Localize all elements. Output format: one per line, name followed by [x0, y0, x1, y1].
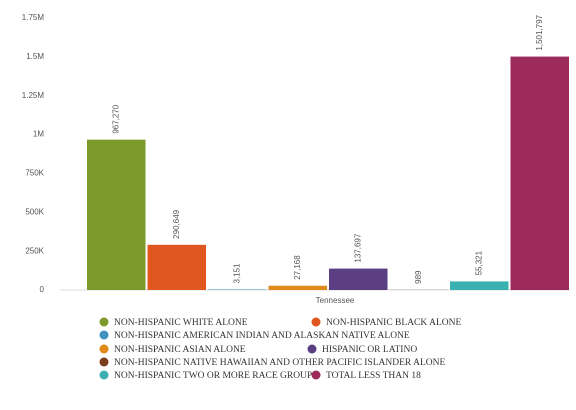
y-tick-label: 1.25M — [22, 91, 45, 100]
legend-marker — [311, 370, 321, 380]
legend-marker — [307, 344, 317, 354]
value-label: 1,501,797 — [535, 14, 544, 50]
x-tick-label: Tennessee — [316, 296, 355, 305]
bar — [147, 244, 206, 290]
value-label: 55,321 — [474, 250, 483, 275]
legend-label: NON-HISPANIC ASIAN ALONE — [114, 345, 246, 355]
legend-marker — [99, 330, 109, 340]
legend-label: HISPANIC OR LATINO — [322, 345, 417, 355]
y-tick-label: 750K — [25, 169, 44, 178]
bar — [268, 285, 327, 290]
value-label: 967,270 — [111, 104, 120, 133]
legend-marker — [99, 370, 109, 380]
legend-label: NON-HISPANIC AMERICAN INDIAN AND ALASKAN… — [114, 331, 410, 341]
legend-marker — [99, 357, 109, 367]
value-label: 27,168 — [293, 255, 302, 280]
y-tick-label: 250K — [25, 246, 44, 255]
legend-marker — [99, 344, 109, 354]
legend-marker — [311, 317, 321, 327]
value-label: 3,151 — [232, 263, 241, 284]
legend-label: NON-HISPANIC NATIVE HAWAIIAN AND OTHER P… — [114, 358, 446, 368]
value-label: 290,649 — [172, 209, 181, 238]
bar — [450, 281, 509, 290]
legend-label: NON-HISPANIC WHITE ALONE — [114, 318, 248, 328]
legend-label: TOTAL LESS THAN 18 — [326, 371, 421, 381]
legend-label: NON-HISPANIC TWO OR MORE RACE GROUPS — [114, 371, 318, 381]
legend-label: NON-HISPANIC BLACK ALONE — [326, 318, 461, 328]
bar — [329, 268, 388, 290]
y-tick-label: 1.75M — [22, 13, 45, 22]
y-tick-label: 1M — [33, 130, 44, 139]
value-label: 989 — [414, 270, 423, 284]
y-tick-label: 0 — [40, 285, 45, 294]
y-tick-label: 500K — [25, 207, 44, 216]
legend-marker — [99, 317, 109, 327]
y-tick-label: 1.5M — [26, 52, 44, 61]
bar — [510, 56, 569, 291]
bar — [87, 139, 146, 290]
value-label: 137,697 — [353, 233, 362, 262]
